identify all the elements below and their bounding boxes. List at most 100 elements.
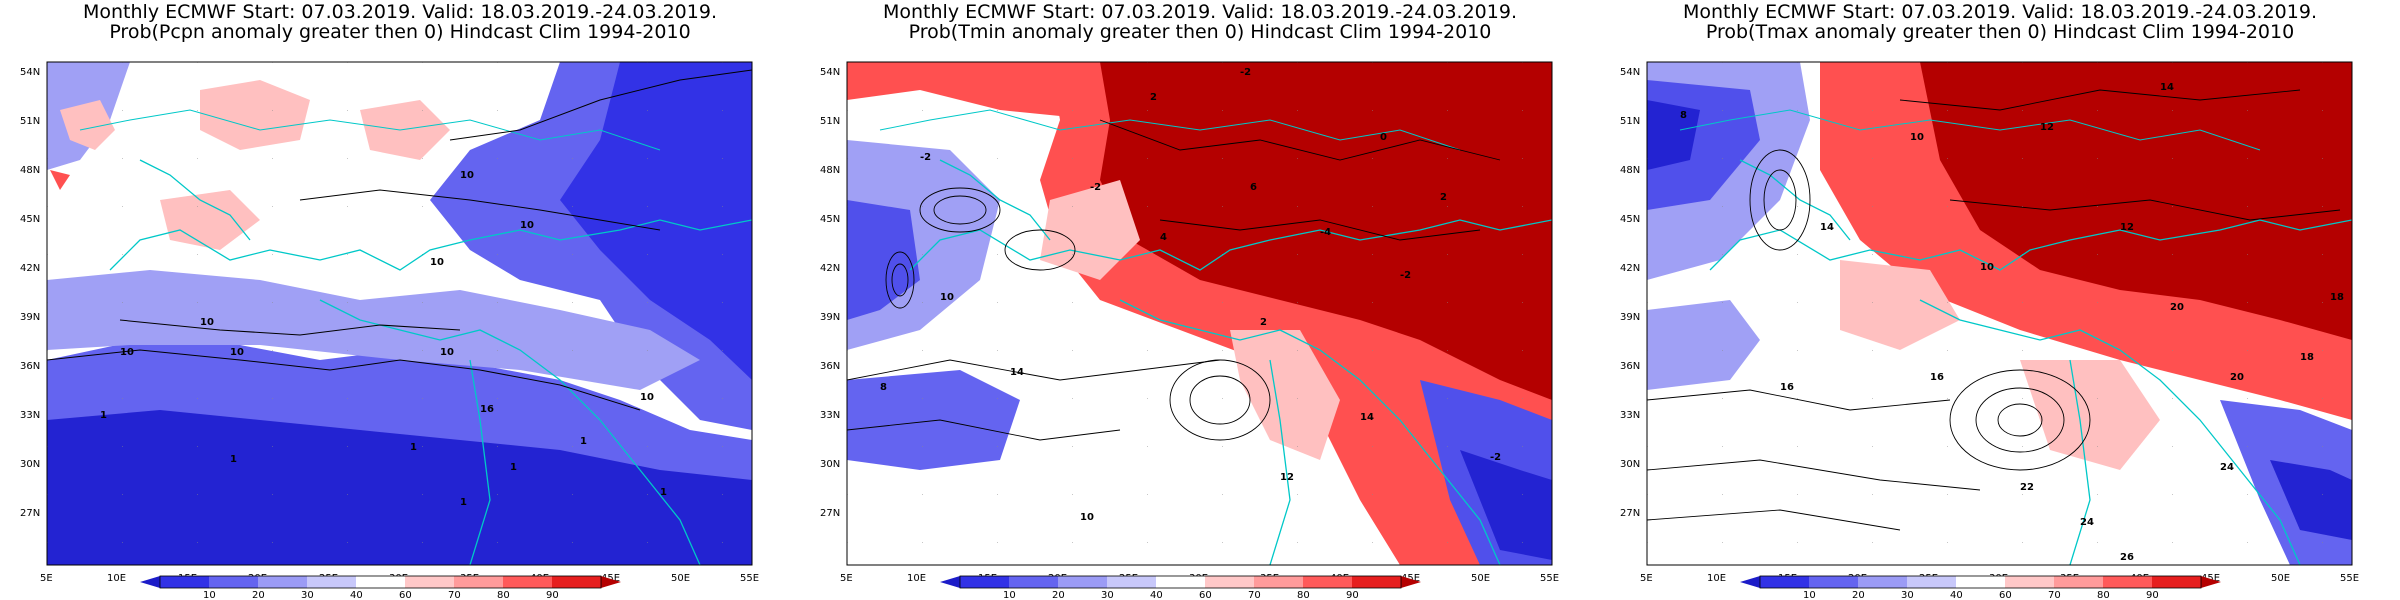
lat-label: 42N [820,263,840,274]
contour-label: 10 [230,347,244,358]
colorbar-tick: 10 [1003,590,1016,600]
colorbar-tick: 80 [2097,590,2110,600]
map-tmax: 8 10 12 14 16 18 20 22 24 10 12 14 16 20… [1620,61,2359,600]
contour-label: 1 [660,487,667,498]
map-frame [846,61,1553,566]
lon-label: 55E [2340,573,2359,584]
contour-label: 24 [2220,462,2234,473]
contour-label: 10 [1080,512,1094,523]
lat-label: 30N [1620,459,1640,470]
lat-label: 45N [820,214,840,225]
lat-label: 42N [1620,263,1640,274]
contour-label: 10 [940,292,954,303]
contour-label: 10 [430,257,444,268]
lat-label: 54N [20,67,40,78]
contour-label: 10 [640,392,654,403]
panel-title-line2: Prob(Pcpn anomaly greater then 0) Hindca… [109,21,691,43]
colorbar-tick: 30 [1101,590,1114,600]
colorbar-over-arrow [601,576,621,588]
colorbar-tick: 80 [1297,590,1310,600]
map-pcpn: 10 10 10 10 10 10 10 10 1 1 1 1 1 1 1 16… [20,61,759,600]
colorbar-tick: 90 [1346,590,1359,600]
contour-label: 8 [1680,110,1687,121]
lon-label: 10E [907,573,926,584]
contour-label: 1 [230,454,237,465]
contour-label: 10 [520,220,534,231]
contour-label: 1 [460,497,467,508]
contour-label: 14 [1360,412,1374,423]
prob-field-pcpn [47,62,752,565]
lat-label: 51N [20,116,40,127]
lat-label: 48N [20,165,40,176]
map-frame [46,61,753,566]
colorbar-tick: 90 [546,590,559,600]
lat-label: 36N [1620,361,1640,372]
contour-label: 2 [1260,317,1267,328]
contour-label: 16 [1930,372,1944,383]
lat-label: 48N [820,165,840,176]
colorbar-tick: 70 [448,590,461,600]
lat-label: 51N [820,116,840,127]
colorbar-tick: 20 [1052,590,1065,600]
lat-label: 33N [820,410,840,421]
colorbar-tick: 40 [1950,590,1963,600]
contour-label: 12 [2040,122,2054,133]
lat-axis: 54N 51N 48N 45N 42N 39N 36N 33N 30N 27N [1620,67,1640,519]
lat-label: 30N [820,459,840,470]
lon-label: 55E [740,573,759,584]
lat-label: 30N [20,459,40,470]
colorbar-tick: 70 [1248,590,1261,600]
contour-label: -4 [1320,227,1331,238]
lat-label: 39N [20,312,40,323]
lat-label: 36N [20,361,40,372]
lat-label: 48N [1620,165,1640,176]
contour-labels: 8 10 12 14 16 18 20 22 24 10 12 14 16 20… [1680,82,2344,563]
colorbar-tick: 90 [2146,590,2159,600]
colorbar-tick: 30 [1901,590,1914,600]
colorbar-tick: 60 [399,590,412,600]
contour-label: 12 [2120,222,2134,233]
prob-field-tmin [847,62,1552,565]
prob-field-tmax [1647,62,2352,565]
lat-label: 27N [1620,508,1640,519]
contour-label: 10 [200,317,214,328]
map-tmin: -2 2 -2 4 -2 6 -4 -2 2 10 14 8 12 10 14 … [820,61,1559,600]
colorbar-tick: 80 [497,590,510,600]
colorbar-over-arrow [1401,576,1421,588]
contour-label: 26 [2120,552,2134,563]
lon-label: 45E [601,573,620,584]
colorbar-tick: 20 [252,590,265,600]
contour-label: 20 [2230,372,2244,383]
colorbar-tick: 40 [1150,590,1163,600]
contour-label: 1 [410,442,417,453]
colorbar-under-arrow [1740,576,1760,588]
contour-label: 22 [2020,482,2034,493]
lon-label: 10E [107,573,126,584]
contour-label: 10 [1910,132,1924,143]
contour-label: -2 [1240,67,1251,78]
lat-label: 27N [20,508,40,519]
lon-label: 45E [2201,573,2220,584]
lat-label: 54N [820,67,840,78]
contour-label: 1 [100,410,107,421]
lon-label: 10E [1707,573,1726,584]
lat-label: 42N [20,263,40,274]
lat-label: 27N [820,508,840,519]
lon-label: 50E [671,573,690,584]
contour-label: 10 [1980,262,1994,273]
lon-label: 55E [1540,573,1559,584]
lat-axis: 54N 51N 48N 45N 42N 39N 36N 33N 30N 27N [820,67,840,519]
contour-label: 14 [1820,222,1834,233]
contour-label: 2 [1150,92,1157,103]
contour-label: 18 [2330,292,2344,303]
colorbar-tick: 70 [2048,590,2061,600]
lat-label: 36N [820,361,840,372]
panel-tmax: Monthly ECMWF Start: 07.03.2019. Valid: … [1600,0,2400,600]
contour-labels: -2 2 -2 4 -2 6 -4 -2 2 10 14 8 12 10 14 … [880,67,1501,523]
panel-title-line1: Monthly ECMWF Start: 07.03.2019. Valid: … [883,1,1517,23]
lat-label: 51N [1620,116,1640,127]
contour-label: 18 [2300,352,2314,363]
panel-title-line2: Prob(Tmin anomaly greater then 0) Hindca… [908,21,1492,43]
lon-label: 45E [1401,573,1420,584]
panel-title-line1: Monthly ECMWF Start: 07.03.2019. Valid: … [83,1,717,23]
